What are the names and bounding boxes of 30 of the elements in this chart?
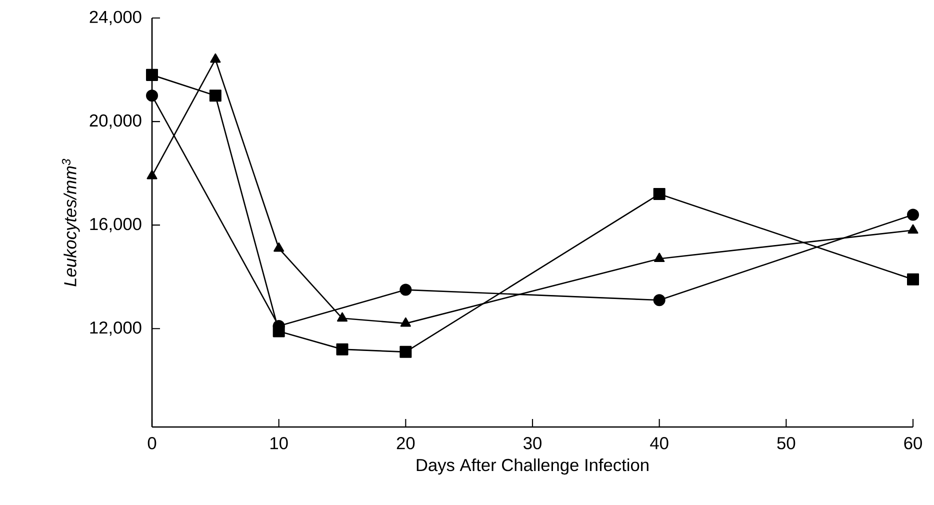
- y-tick-label: 16,000: [90, 218, 142, 232]
- y-tick-label: 12,000: [90, 321, 142, 336]
- x-tick-label: 30: [524, 437, 542, 450]
- point: [654, 252, 665, 262]
- y-tick-label: 24,000: [90, 10, 142, 26]
- point: [210, 53, 221, 63]
- x-axis-title: Days After Challenge Infection: [416, 458, 648, 475]
- point: [653, 294, 666, 306]
- x-tick-label: 50: [777, 437, 796, 450]
- point: [653, 188, 666, 200]
- point: [209, 90, 222, 102]
- x-tick-label: 0: [148, 437, 156, 450]
- x-tick-label: 20: [396, 437, 415, 450]
- text: Leukocytes/mm$^{3}$: [62, 158, 80, 286]
- point: [400, 346, 412, 358]
- x-tick-label: 40: [650, 437, 668, 450]
- y-tick-label: 20,000: [90, 114, 142, 129]
- x-tick-label: 60: [904, 437, 922, 450]
- point: [146, 68, 158, 81]
- point: [907, 273, 920, 286]
- point: [146, 90, 158, 102]
- point: [336, 343, 348, 356]
- point: [908, 224, 918, 234]
- point: [400, 284, 412, 296]
- point: [907, 208, 920, 221]
- x-tick-label: 10: [270, 437, 288, 450]
- point: [146, 170, 158, 180]
- point: [336, 312, 348, 322]
- point: [274, 242, 284, 252]
- point: [400, 317, 411, 327]
